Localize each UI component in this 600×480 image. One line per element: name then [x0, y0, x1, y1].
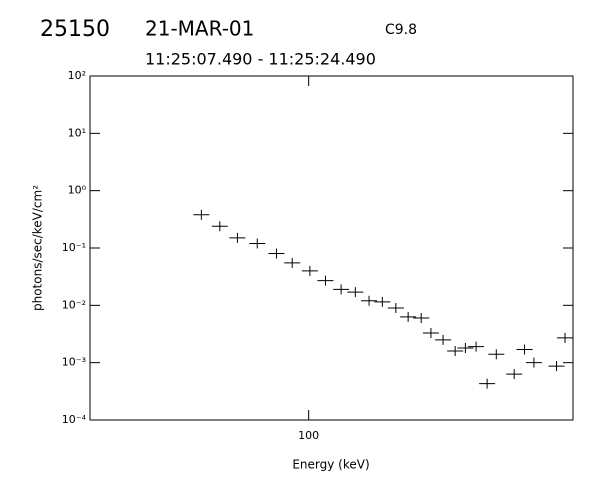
data-point: [374, 296, 391, 307]
data-point: [488, 349, 505, 360]
data-point: [229, 232, 246, 243]
data-point: [457, 343, 474, 354]
data-point: [333, 284, 350, 295]
data-point: [400, 311, 417, 322]
data-point: [361, 295, 378, 306]
y-tick-label: 10⁻¹: [62, 241, 86, 254]
y-tick-label: 10⁻³: [62, 356, 86, 369]
y-tick-label: 10⁰: [68, 184, 87, 197]
data-point: [435, 334, 452, 345]
data-point: [193, 209, 210, 220]
date: 21-MAR-01: [145, 17, 254, 41]
data-point: [557, 332, 574, 343]
data-point: [301, 265, 318, 276]
data-point: [284, 257, 301, 268]
data-point: [468, 341, 485, 352]
y-tick-label: 10⁻⁴: [62, 413, 87, 426]
data-point: [211, 221, 228, 232]
flare-class: C9.8: [385, 22, 417, 38]
x-tick-label: 100: [298, 429, 319, 442]
x-axis-label: Energy (keV): [292, 458, 369, 472]
data-point: [422, 327, 439, 338]
data-point: [387, 302, 404, 313]
subtitle: 11:25:07.490 - 11:25:24.490: [145, 50, 376, 69]
data-point: [479, 378, 496, 389]
title: 25150: [40, 17, 110, 42]
y-axis-label: photons/sec/keV/cm²: [31, 185, 45, 311]
data-point: [447, 345, 464, 356]
data-point: [525, 357, 542, 368]
data-point: [268, 248, 285, 259]
y-tick-label: 10¹: [68, 126, 86, 139]
plot-frame: [89, 75, 574, 421]
data-point: [506, 369, 523, 380]
data-point: [516, 344, 533, 355]
data-point: [413, 313, 430, 324]
y-tick-label: 10⁻²: [62, 298, 86, 311]
data-point: [249, 238, 266, 249]
data-point: [317, 275, 334, 286]
y-tick-label: 10²: [68, 69, 86, 82]
data-point: [548, 361, 565, 372]
data-point: [347, 287, 364, 298]
